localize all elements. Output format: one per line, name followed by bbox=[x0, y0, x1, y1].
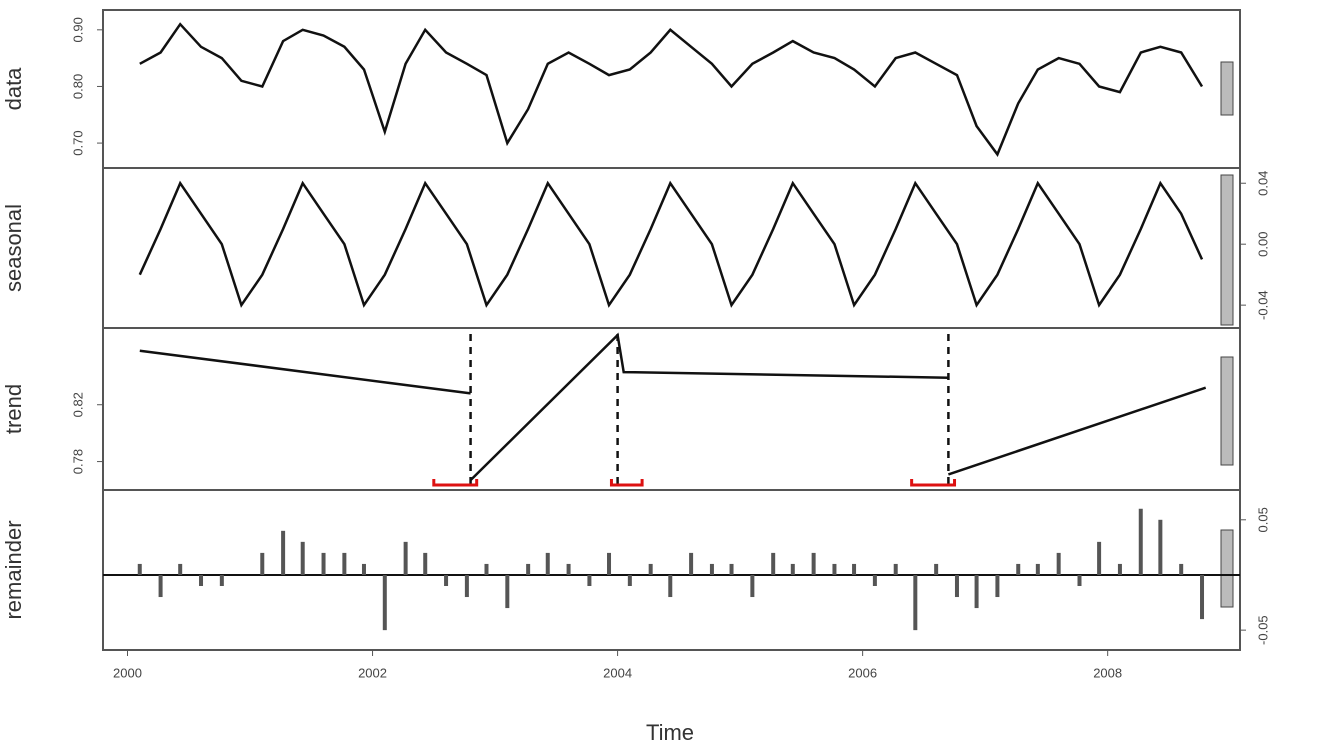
bar bbox=[709, 563, 714, 575]
y-axis-label: seasonal bbox=[1, 204, 26, 292]
panel-frame bbox=[102, 489, 1241, 651]
x-tick-label: 2000 bbox=[113, 665, 142, 680]
bar bbox=[852, 563, 857, 575]
bar bbox=[832, 563, 837, 575]
bar bbox=[729, 563, 734, 575]
bar bbox=[484, 563, 489, 575]
y-tick-label: -0.05 bbox=[1255, 615, 1270, 645]
y-tick-label: 0.80 bbox=[70, 74, 85, 99]
y-axis-label: data bbox=[1, 67, 26, 111]
bar bbox=[872, 574, 877, 586]
scale-bar bbox=[1220, 529, 1234, 608]
x-tick-label: 2002 bbox=[358, 665, 387, 680]
panel-frame bbox=[102, 327, 1241, 491]
bar bbox=[403, 541, 408, 575]
x-tick-label: 2008 bbox=[1093, 665, 1122, 680]
bar bbox=[1138, 508, 1143, 575]
series-line bbox=[139, 22, 1204, 157]
series-line bbox=[138, 180, 1204, 308]
scale-bar bbox=[1220, 356, 1234, 466]
bar bbox=[342, 552, 347, 575]
bar bbox=[1056, 552, 1061, 575]
bar bbox=[281, 530, 286, 575]
bar bbox=[300, 541, 305, 575]
bar bbox=[627, 574, 632, 586]
bar bbox=[689, 552, 694, 575]
bar bbox=[1016, 563, 1021, 575]
y-tick-label: 0.90 bbox=[70, 17, 85, 42]
bar bbox=[545, 552, 550, 575]
bar bbox=[750, 574, 755, 598]
bar bbox=[526, 563, 531, 575]
y-tick-label: 0.82 bbox=[70, 392, 85, 417]
bar bbox=[158, 574, 163, 598]
scale-bar bbox=[1220, 61, 1234, 116]
confidence-interval bbox=[609, 479, 644, 487]
bar bbox=[1117, 563, 1122, 575]
bar bbox=[934, 563, 939, 575]
y-tick-label: 0.05 bbox=[1255, 507, 1270, 532]
bar bbox=[1200, 574, 1205, 620]
bar bbox=[566, 563, 571, 575]
bar bbox=[321, 552, 326, 575]
bar bbox=[199, 574, 204, 586]
y-axis-label: remainder bbox=[1, 520, 26, 619]
x-axis-label: Time bbox=[646, 720, 694, 745]
y-tick-label: 0.78 bbox=[70, 449, 85, 474]
bar bbox=[587, 574, 592, 586]
bar bbox=[995, 574, 1000, 598]
bar bbox=[790, 563, 795, 575]
bar bbox=[893, 563, 898, 575]
bar bbox=[954, 574, 959, 598]
bar bbox=[1097, 541, 1102, 575]
bar bbox=[811, 552, 816, 575]
x-tick-label: 2004 bbox=[603, 665, 632, 680]
y-tick-label: 0.00 bbox=[1255, 232, 1270, 257]
bar bbox=[137, 563, 142, 575]
x-tick-label: 2006 bbox=[848, 665, 877, 680]
panel-frame bbox=[102, 9, 1241, 169]
series-line bbox=[139, 332, 1207, 481]
bar bbox=[1035, 563, 1040, 575]
bar bbox=[607, 552, 612, 575]
bar bbox=[668, 574, 673, 598]
y-tick-label: 0.04 bbox=[1255, 171, 1270, 196]
bar bbox=[423, 552, 428, 575]
bar bbox=[1158, 519, 1163, 575]
bar bbox=[444, 574, 449, 586]
bar bbox=[1179, 563, 1184, 575]
bar bbox=[260, 552, 265, 575]
bar bbox=[974, 574, 979, 609]
confidence-interval bbox=[432, 479, 479, 487]
bar bbox=[219, 574, 224, 586]
bar bbox=[1077, 574, 1082, 586]
y-tick-label: -0.04 bbox=[1255, 290, 1270, 320]
y-tick-label: 0.70 bbox=[70, 130, 85, 155]
bar bbox=[648, 563, 653, 575]
bar bbox=[382, 574, 387, 631]
scale-bar bbox=[1220, 174, 1234, 326]
bar bbox=[913, 574, 918, 631]
bar bbox=[464, 574, 469, 598]
bar bbox=[771, 552, 776, 575]
confidence-interval bbox=[910, 479, 957, 487]
y-axis-label: trend bbox=[1, 384, 26, 434]
bar bbox=[505, 574, 510, 609]
bar bbox=[178, 563, 183, 575]
bar bbox=[361, 563, 366, 575]
